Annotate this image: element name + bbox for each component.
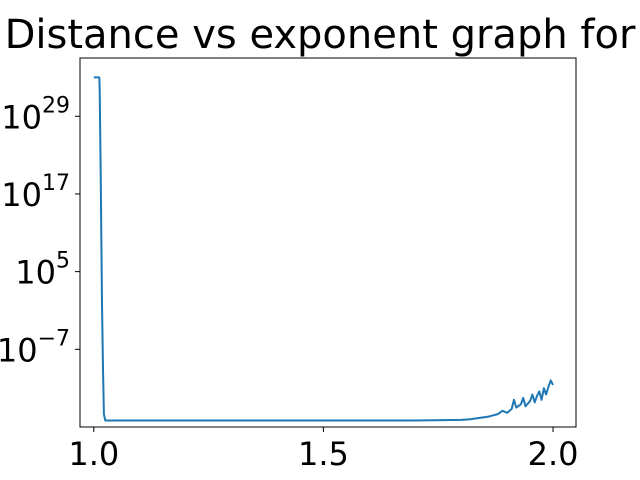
y-tick-label-exponent: −7 — [38, 326, 70, 351]
chart-title: Distance vs exponent graph for — [5, 12, 636, 58]
series-line — [93, 76, 554, 422]
y-tick-label-base: 10 — [1, 176, 42, 214]
x-axis: 1.0 1.5 2.0 — [68, 427, 578, 473]
y-tick-label-base: 10 — [1, 98, 42, 136]
x-tick-label: 2.0 — [528, 435, 579, 473]
y-tick-label-base: 10 — [15, 254, 56, 292]
y-tick-label-exponent: 29 — [42, 93, 70, 118]
x-tick-label: 1.5 — [298, 435, 349, 473]
y-tick-label-base: 10 — [0, 331, 38, 369]
x-tick-label: 1.0 — [68, 435, 119, 473]
y-tick-label-exponent: 17 — [42, 171, 70, 196]
plot-frame — [79, 57, 577, 428]
y-tick-label: 1017 — [1, 171, 70, 214]
y-tick-label: 1029 — [1, 93, 70, 136]
series-layer — [93, 76, 554, 422]
y-tick-label: 105 — [15, 249, 70, 292]
y-tick-label-exponent: 5 — [56, 249, 70, 274]
y-tick-label: 10−7 — [0, 326, 70, 369]
